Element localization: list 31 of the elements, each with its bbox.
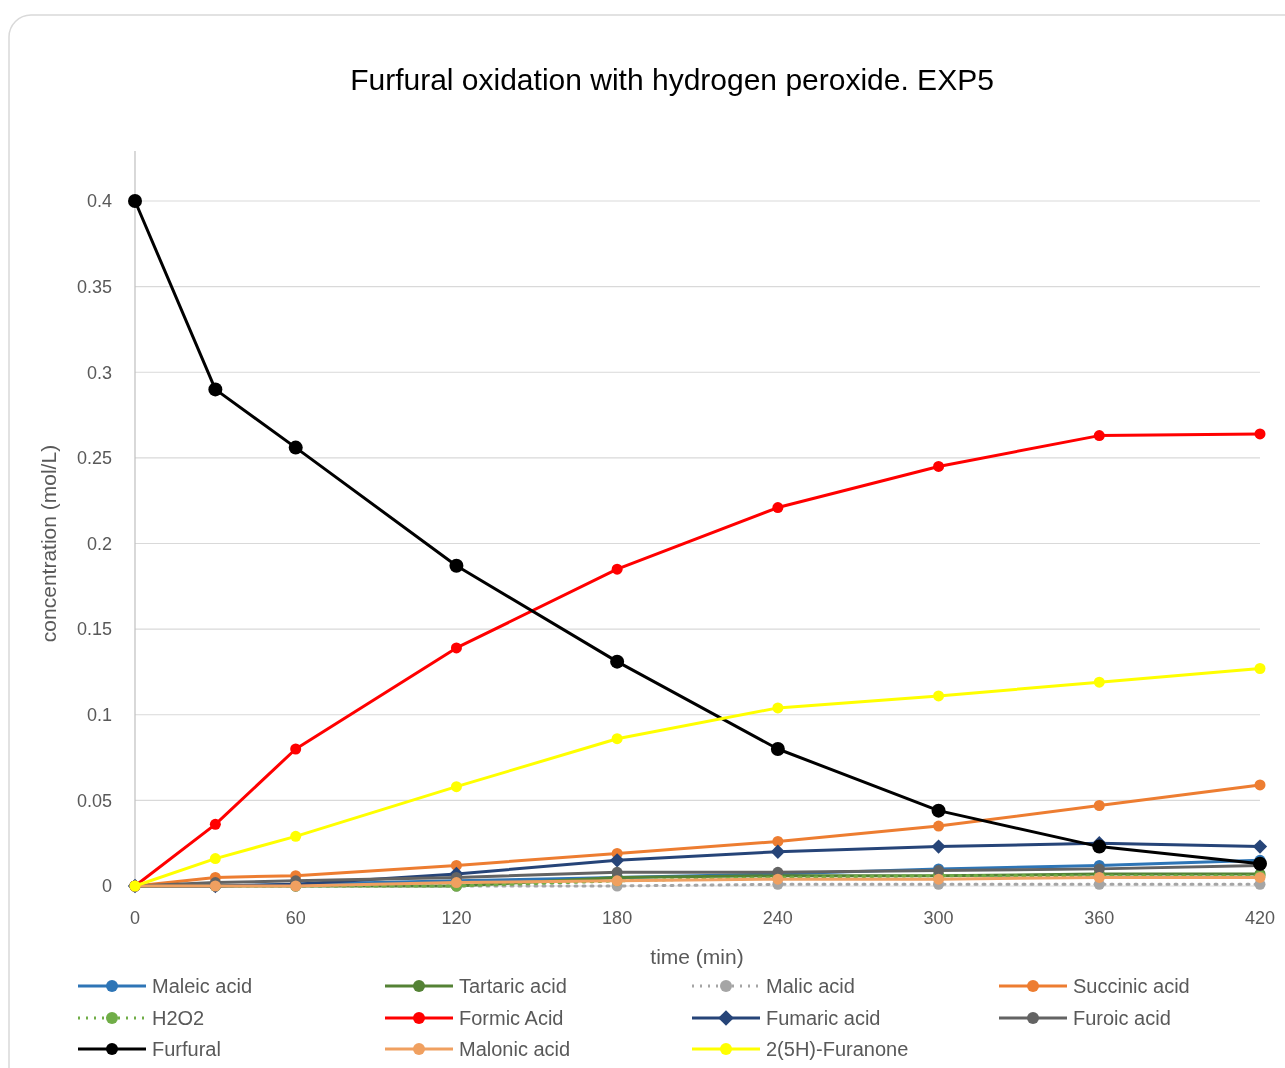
x-tick-label: 60 [285,908,306,928]
legend-label: Malonic acid [459,1038,571,1060]
x-tick-label: 180 [602,908,633,928]
y-axis-title: concentration (mol/L) [37,444,60,643]
y-tick-label: 0.4 [86,191,112,212]
legend-label: Furoic acid [1073,1007,1171,1029]
legend-label: Malic acid [766,975,855,997]
y-tick-label: 0.35 [76,276,112,297]
x-tick-label: 420 [1244,908,1276,928]
legend-label: Fumaric acid [766,1007,881,1029]
legend-label: 2(5H)-Furanone [766,1038,909,1060]
y-tick-label: 0.25 [76,448,112,469]
y-tick-label: 0.2 [86,533,112,554]
y-tick-label: 0.15 [76,619,112,640]
y-tick-label: 0.05 [76,790,112,811]
legend-label: Maleic acid [152,975,253,997]
x-tick-label: 0 [129,908,141,928]
x-axis-title: time (min) [650,945,744,968]
y-tick-label: 0.1 [86,705,112,726]
x-tick-label: 300 [923,908,954,928]
legend-label: Succinic acid [1073,975,1190,997]
chart-title: Furfural oxidation with hydrogen peroxide. EXP5 [350,63,994,96]
x-tick-label: 120 [441,908,472,928]
legend-label: Tartaric acid [459,975,567,997]
y-tick-label: 0.3 [86,362,112,383]
y-tick-label: 0 [101,876,112,897]
legend-label: Furfural [152,1038,221,1060]
legend-label: H2O2 [152,1007,205,1029]
legend-label: Formic Acid [459,1007,564,1029]
x-tick-label: 240 [762,908,793,928]
x-tick-label: 360 [1084,908,1115,928]
